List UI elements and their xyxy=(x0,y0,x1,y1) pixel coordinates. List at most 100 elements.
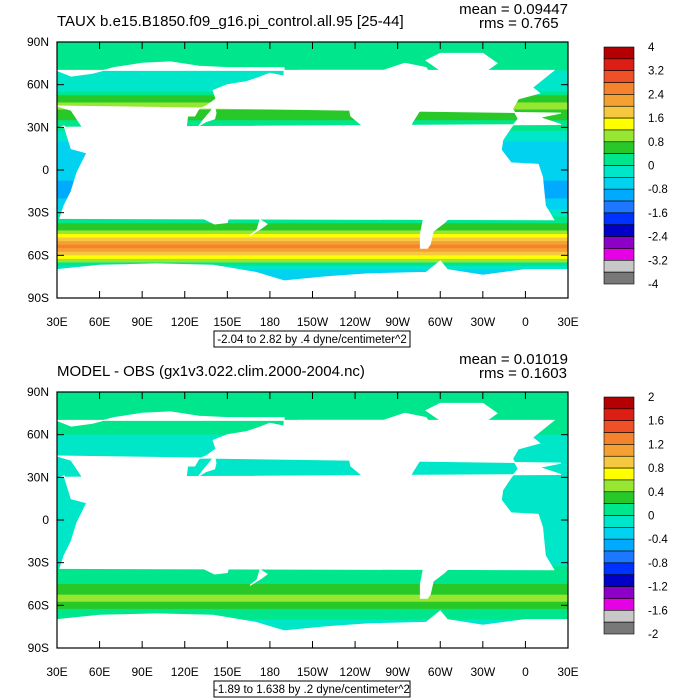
land-mask xyxy=(198,104,217,127)
land-mask xyxy=(147,510,229,534)
field-band xyxy=(57,63,568,68)
colorbar-swatch xyxy=(603,165,635,178)
field-band xyxy=(57,234,568,239)
field-band xyxy=(57,113,568,118)
field-band xyxy=(57,591,568,596)
field-band xyxy=(57,584,568,589)
field-band xyxy=(57,402,568,407)
field-band xyxy=(57,251,568,256)
x-tick-label: 60W xyxy=(428,665,453,679)
colorbar-label: 4 xyxy=(648,42,655,54)
field-band xyxy=(57,66,568,72)
y-tick-label: 60S xyxy=(28,598,49,612)
colorbar-label: 0.4 xyxy=(648,487,665,499)
colorbar-swatch xyxy=(603,188,635,202)
land-mask xyxy=(425,52,498,86)
field-band xyxy=(57,219,568,224)
colorbar-swatch xyxy=(603,538,635,552)
land-mask xyxy=(198,454,217,477)
colorbar-swatch xyxy=(603,455,635,469)
field-band xyxy=(57,120,568,125)
land-mask xyxy=(249,569,268,586)
colorbar-label: 2.4 xyxy=(648,89,665,101)
field-band xyxy=(57,223,568,228)
land-mask xyxy=(175,535,233,575)
map-panel-2: MODEL - OBS (gx1v3.022.clim.2000-2004.nc… xyxy=(27,351,668,698)
x-tick-label: 0 xyxy=(522,315,529,329)
land-mask xyxy=(516,437,524,450)
x-tick-label: 30E xyxy=(46,315,67,329)
field-band xyxy=(57,258,568,264)
range-label: -1.89 to 1.638 by .2 dyne/centimeter^2 xyxy=(214,684,410,696)
colorbar-label: 1.6 xyxy=(648,416,664,428)
field-band xyxy=(57,605,568,610)
field-band xyxy=(57,463,568,468)
field-band xyxy=(57,466,568,471)
x-tick-label: 60E xyxy=(89,665,110,679)
land-mask xyxy=(282,62,441,160)
x-tick-label: 150W xyxy=(297,665,329,679)
y-tick-label: 90N xyxy=(27,35,49,49)
field-band xyxy=(57,598,568,603)
data-field xyxy=(57,42,568,298)
colorbar-swatch xyxy=(603,432,635,445)
field-band xyxy=(57,569,568,574)
field-band xyxy=(57,109,568,114)
mean-label: mean = 0.09447 xyxy=(459,1,568,18)
colorbar-swatch xyxy=(603,200,635,214)
field-band xyxy=(57,580,568,585)
field-band xyxy=(57,56,568,61)
colorbar-swatch xyxy=(603,491,635,504)
rms-label: rms = 0.765 xyxy=(479,15,559,32)
field-band xyxy=(57,573,568,578)
y-tick-label: 90S xyxy=(28,291,49,305)
x-tick-label: 60E xyxy=(89,315,110,329)
field-band xyxy=(57,594,568,599)
range-label: -2.04 to 2.82 by .4 dyne/centimeter^2 xyxy=(217,334,407,346)
colorbar-label: 3.2 xyxy=(648,66,664,78)
colorbar-label: -1.6 xyxy=(648,605,668,617)
field-band xyxy=(57,587,568,592)
x-tick-label: 90W xyxy=(385,665,410,679)
colorbar-swatch xyxy=(603,527,635,540)
x-tick-label: 150E xyxy=(213,665,241,679)
field-band xyxy=(57,616,568,621)
x-tick-label: 0 xyxy=(522,665,529,679)
colorbar-swatch xyxy=(603,562,635,576)
field-band xyxy=(57,601,568,606)
range-box xyxy=(213,680,411,698)
land-mask xyxy=(76,186,86,207)
field-band xyxy=(57,116,568,121)
colorbar-swatch xyxy=(603,396,635,410)
field-band xyxy=(57,399,568,404)
colorbar-swatch xyxy=(603,105,635,119)
mean-label: mean = 0.01019 xyxy=(459,351,568,368)
colorbar-label: 1.6 xyxy=(648,113,664,125)
land-mask xyxy=(147,160,229,184)
x-tick-label: 180 xyxy=(260,315,280,329)
colorbar-swatch xyxy=(603,444,635,457)
field-band xyxy=(57,59,568,64)
land-mask xyxy=(57,260,568,298)
field-band xyxy=(57,237,568,242)
colorbar-swatch xyxy=(603,82,635,95)
colorbar-swatch xyxy=(603,117,635,131)
field-band xyxy=(57,266,568,271)
y-tick-label: 0 xyxy=(42,163,49,177)
land-mask xyxy=(425,402,498,436)
colorbar-swatch xyxy=(603,153,635,166)
field-band xyxy=(57,244,568,249)
land-mask xyxy=(282,412,441,510)
colorbar-swatch xyxy=(603,586,635,599)
field-band xyxy=(57,576,568,582)
panel-title: TAUX b.e15.B1850.f09_g16.pi_control.all.… xyxy=(57,13,404,30)
y-tick-label: 90S xyxy=(28,641,49,655)
field-band xyxy=(57,262,568,267)
colorbar-label: -2 xyxy=(648,629,658,641)
x-tick-label: 150E xyxy=(213,315,241,329)
field-band xyxy=(57,248,568,253)
field-band xyxy=(57,52,568,57)
field-band xyxy=(57,226,568,232)
colorbar-swatch xyxy=(603,271,635,285)
colorbar-swatch xyxy=(603,574,635,587)
